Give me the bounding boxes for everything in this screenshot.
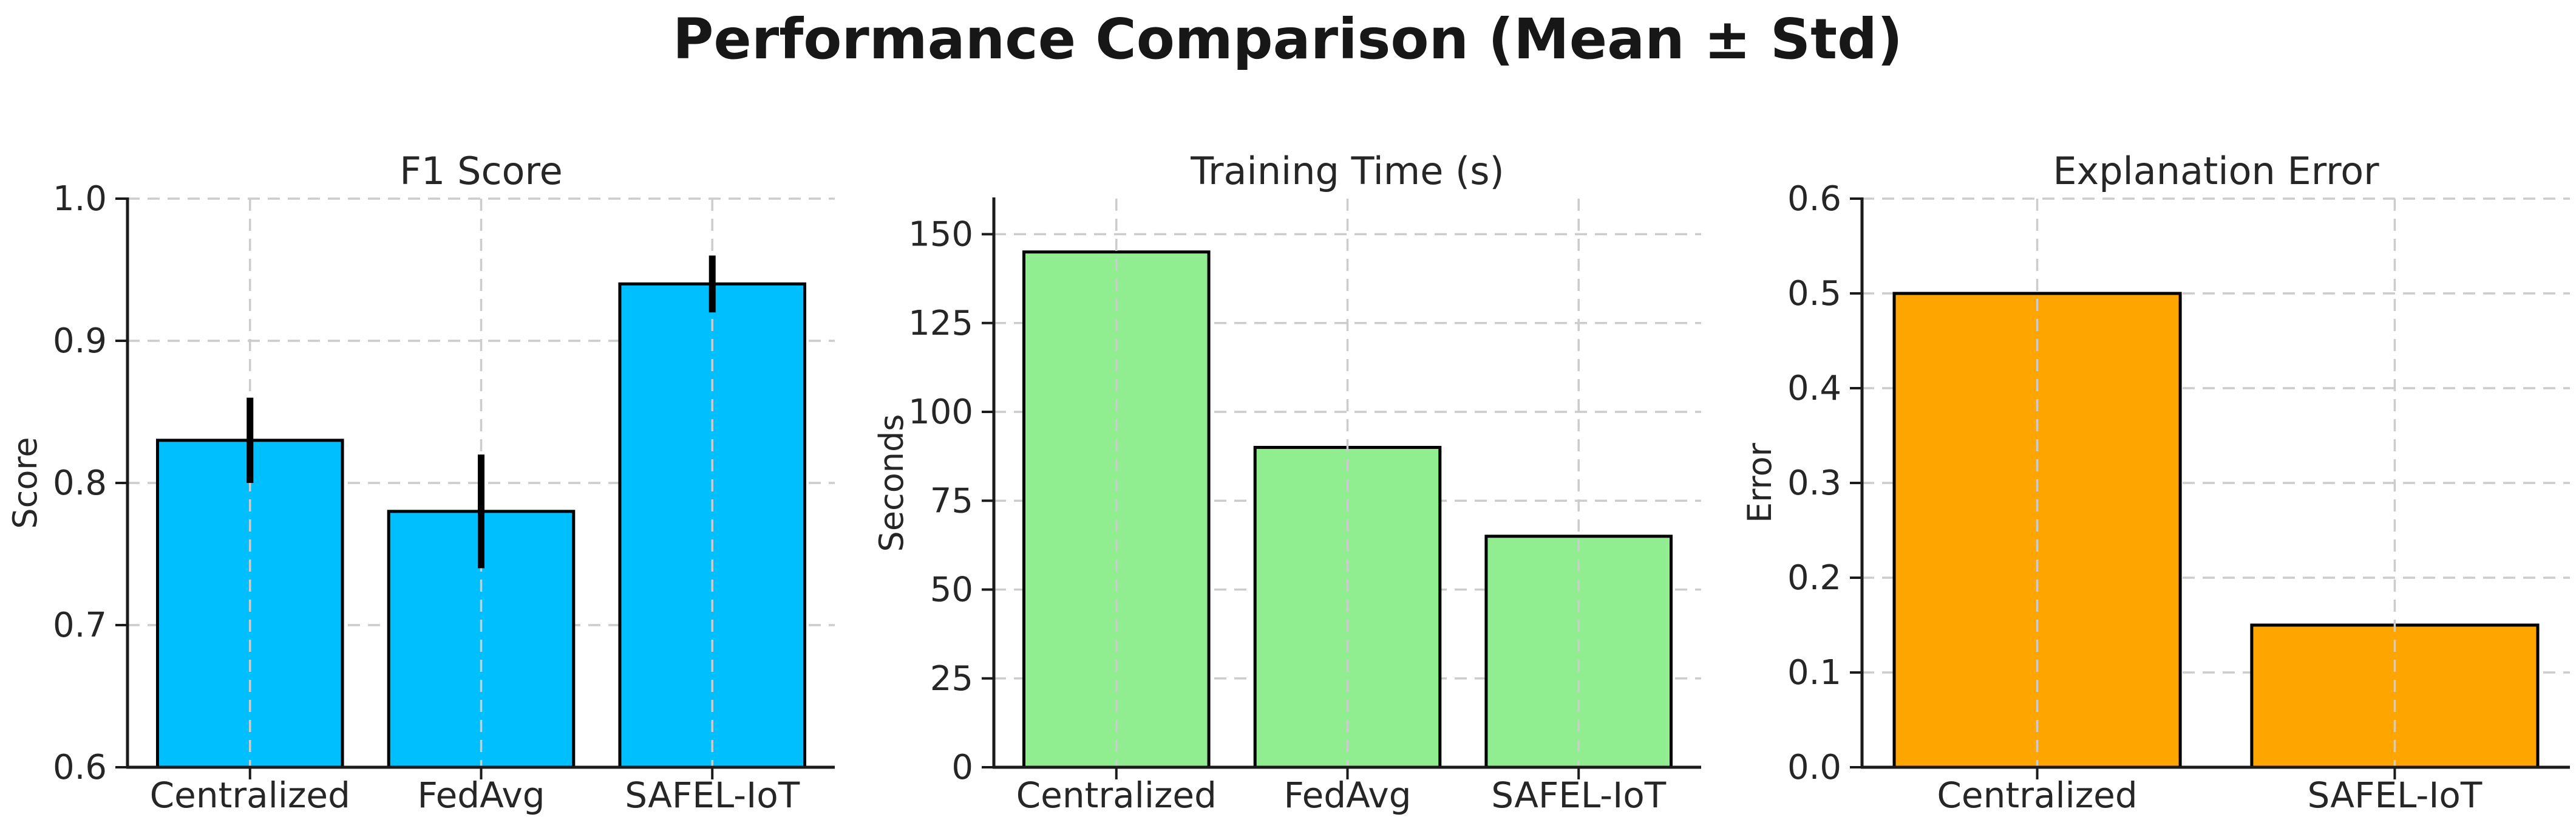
y-tick-label: 100 — [908, 392, 973, 432]
y-tick-label: 1.0 — [53, 179, 107, 219]
subplot-f1-score: 0.6 0.7 0.8 0.9 1.0 Centralized FedAvg SAFEL-Io… — [6, 149, 835, 816]
subplot-explanation-error: 0.0 0.1 0.2 0.3 0.4 0.5 0.6 Centralized SAFEL-Io… — [1741, 149, 2570, 816]
y-tick-label: 0.5 — [1787, 274, 1841, 313]
y-tick-label: 75 — [930, 481, 973, 521]
y-tick-label: 0.6 — [1787, 179, 1841, 219]
y-tick-label: 0.4 — [1787, 369, 1841, 408]
figure-title: Performance Comparison (Mean ± Std) — [673, 7, 1903, 72]
x-tick-label-centralized: Centralized — [150, 775, 350, 816]
y-tick-label: 0 — [951, 748, 973, 787]
subplot-title: F1 Score — [399, 149, 562, 193]
y-tick-label: 0.6 — [53, 748, 107, 787]
x-tick-label-centralized: Centralized — [1937, 775, 2137, 816]
x-tick-label-fedavg: FedAvg — [417, 775, 545, 816]
y-tick-label: 25 — [930, 659, 973, 699]
y-tick-label: 0.9 — [53, 321, 107, 361]
y-tick-label: 0.7 — [53, 606, 107, 645]
y-tick-label: 0.8 — [53, 464, 107, 503]
y-tick-label: 0.1 — [1787, 653, 1841, 693]
x-tick-label-safel-iot: SAFEL-IoT — [625, 775, 800, 816]
subplot-title: Training Time (s) — [1190, 149, 1504, 193]
x-tick-label-centralized: Centralized — [1016, 775, 1217, 816]
y-tick-label: 125 — [908, 304, 973, 343]
y-axis-label: Seconds — [872, 414, 911, 552]
x-tick-label-fedavg: FedAvg — [1283, 775, 1411, 816]
y-axis-label: Score — [6, 437, 44, 529]
y-tick-label: 0.0 — [1787, 748, 1841, 787]
y-tick-label: 50 — [930, 570, 973, 610]
x-tick-label-safel-iot: SAFEL-IoT — [1491, 775, 1666, 816]
y-tick-label: 150 — [908, 215, 973, 255]
x-tick-label-safel-iot: SAFEL-IoT — [2308, 775, 2483, 816]
subplot-title: Explanation Error — [2053, 149, 2379, 193]
y-tick-label: 0.3 — [1787, 464, 1841, 503]
y-axis-label: Error — [1741, 442, 1779, 522]
y-tick-label: 0.2 — [1787, 558, 1841, 598]
subplot-training-time-s: 0 25 50 75 100 125 150 Centralized FedAvg SAFEL-I… — [872, 149, 1701, 816]
